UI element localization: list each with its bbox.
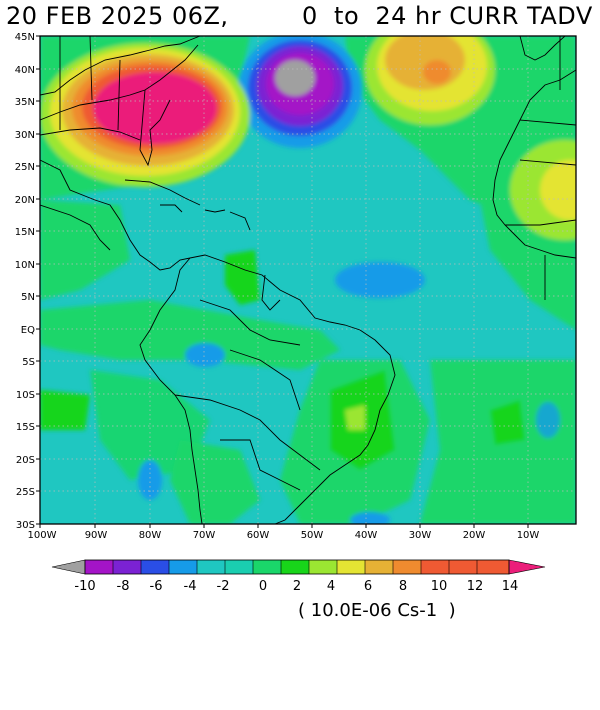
colorbar-swatch	[253, 560, 281, 574]
lon-label: 90W	[85, 530, 108, 541]
lon-label: 40W	[355, 530, 378, 541]
lon-label: 80W	[139, 530, 162, 541]
lat-label: 20N	[15, 195, 35, 206]
colorbar-swatch	[85, 560, 113, 574]
lat-label: 10S	[16, 390, 35, 401]
colorbar-swatch	[197, 560, 225, 574]
lat-label: 20S	[16, 455, 35, 466]
lon-label: 30W	[409, 530, 432, 541]
colorbar-swatch	[169, 560, 197, 574]
lat-label: 45N	[15, 32, 35, 43]
lat-label: 30N	[15, 130, 35, 141]
colorbar-tick: -4	[184, 579, 197, 594]
lon-label: 60W	[247, 530, 270, 541]
colorbar-tick: -6	[150, 579, 163, 594]
title-date: 20 FEB 2025 06Z,	[6, 2, 229, 30]
colorbar-swatch	[477, 560, 509, 574]
colorbar-tick: 10	[431, 579, 448, 594]
colorbar-tick: 14	[502, 579, 519, 594]
colorbar-swatch	[421, 560, 449, 574]
lat-label: 5N	[21, 292, 35, 303]
colorbar-tick: 8	[399, 579, 407, 594]
lat-label: 40N	[15, 65, 35, 76]
lon-label: 20W	[463, 530, 486, 541]
lon-label: 70W	[193, 530, 216, 541]
lat-label: 15S	[16, 422, 35, 433]
colorbar-tick: 4	[327, 579, 335, 594]
lon-label: 100W	[28, 530, 57, 541]
lon-label: 50W	[301, 530, 324, 541]
colorbar-swatch	[281, 560, 309, 574]
lat-label: 30S	[16, 520, 35, 531]
colorbar-swatch	[141, 560, 169, 574]
colorbar-swatch	[113, 560, 141, 574]
colorbar-units: ( 10.0E-06 Cs-1 )	[298, 600, 456, 621]
colorbar-swatch	[309, 560, 337, 574]
colorbar-tick: -8	[117, 579, 130, 594]
map-title: 20 FEB 2025 06Z, 0 to 24 hr CURR TADV	[0, 2, 600, 32]
lat-label: 25N	[15, 162, 35, 173]
coastlines	[40, 36, 576, 524]
lat-label: 35N	[15, 97, 35, 108]
colorbar: -10 -8 -6 -4 -2 0 2 4 6 8 10 12 14	[51, 559, 546, 594]
map-frame	[39, 35, 577, 525]
colorbar-tick: 12	[467, 579, 484, 594]
colorbar-tick: 0	[259, 579, 267, 594]
colorbar-tick: 2	[293, 579, 301, 594]
colorbar-low-arrow	[51, 559, 86, 575]
lat-label: 10N	[15, 260, 35, 271]
colorbar-tick: -2	[217, 579, 230, 594]
advection-field	[40, 36, 576, 524]
colorbar-swatch	[337, 560, 365, 574]
map-grid	[40, 36, 576, 524]
colorbar-swatch	[393, 560, 421, 574]
title-range: 0 to 24 hr CURR TADV	[302, 2, 593, 30]
colorbar-swatch	[365, 560, 393, 574]
lon-label: 10W	[517, 530, 540, 541]
axis-ticks	[36, 35, 529, 528]
latitude-labels: 45N 40N 35N 30N 25N 20N 15N 10N 5N EQ 5S…	[15, 32, 35, 531]
lat-label: 5S	[22, 357, 35, 368]
colorbar-swatch	[449, 560, 477, 574]
lat-label: EQ	[21, 325, 35, 336]
lat-label: 25S	[16, 487, 35, 498]
colorbar-tick: -10	[74, 579, 95, 594]
lat-label: 15N	[15, 227, 35, 238]
colorbar-tick: 6	[364, 579, 372, 594]
colorbar-swatch	[225, 560, 253, 574]
colorbar-high-arrow	[508, 559, 546, 575]
longitude-labels: 100W 90W 80W 70W 60W 50W 40W 30W 20W 10W	[28, 530, 540, 541]
